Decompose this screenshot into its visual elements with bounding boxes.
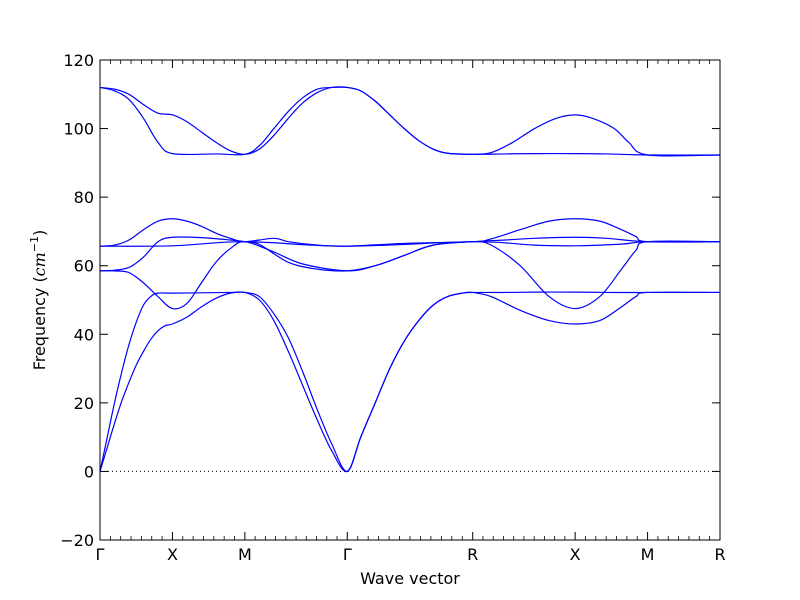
- band-line-6: [99, 218, 721, 247]
- y-tick-label-4: 60: [74, 257, 94, 276]
- y-tick-label-2: 20: [74, 394, 94, 413]
- x-tick-label-3: Γ: [343, 545, 352, 564]
- x-tick-label-7: R: [714, 545, 725, 564]
- y-tick-labels: −20 0 20 40 60 80 100 120: [60, 51, 94, 550]
- x-tick-label-2: M: [238, 545, 252, 564]
- x-tick-label-6: M: [641, 545, 655, 564]
- y-axis-label-exponent: −1: [28, 236, 41, 252]
- series-group: [99, 86, 721, 473]
- band-line-4: [99, 236, 721, 272]
- y-tick-label-0: −20: [60, 531, 94, 550]
- x-axis-label: Wave vector: [360, 569, 460, 588]
- y-tick-label-6: 100: [63, 120, 94, 139]
- x-tick-label-0: Γ: [96, 545, 105, 564]
- x-tick-label-4: R: [467, 545, 478, 564]
- y-axis-label-prefix: Frequency (: [30, 276, 49, 370]
- y-tick-label-7: 120: [63, 51, 94, 70]
- x-tick-label-5: X: [570, 545, 581, 564]
- band-line-2: [99, 291, 721, 473]
- y-tick-label-5: 80: [74, 188, 94, 207]
- y-axis-label-suffix: ): [30, 230, 49, 236]
- y-tick-label-3: 40: [74, 325, 94, 344]
- plot-frame: [99, 59, 721, 541]
- x-tick-label-1: X: [167, 545, 178, 564]
- band-line-8: [99, 86, 721, 157]
- y-tick-label-1: 0: [84, 462, 94, 481]
- y-axis-label-unit: cm: [30, 252, 49, 276]
- y-axis-label: Frequency (cm−1): [28, 230, 49, 371]
